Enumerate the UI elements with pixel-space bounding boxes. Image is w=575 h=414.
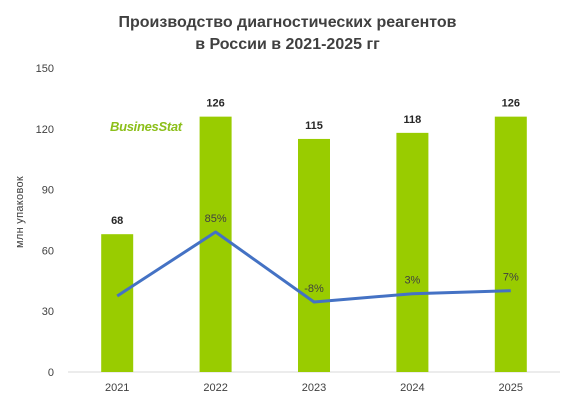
x-tick-label: 2021 xyxy=(105,382,129,394)
bar-value-label: 126 xyxy=(206,98,224,110)
y-tick-label: 0 xyxy=(48,367,54,379)
growth-label: 3% xyxy=(404,275,420,287)
y-tick-label: 60 xyxy=(42,245,54,257)
bar-value-label: 118 xyxy=(404,114,422,126)
logo-text: BusinesStat xyxy=(110,119,182,134)
title-line-2: в России в 2021-2025 гг xyxy=(195,36,380,53)
x-tick-label: 2023 xyxy=(302,382,326,394)
y-tick-label: 150 xyxy=(36,63,54,75)
bar xyxy=(101,234,134,372)
bar xyxy=(199,116,232,372)
bar xyxy=(396,132,429,372)
growth-label: 85% xyxy=(205,213,227,225)
bar xyxy=(298,138,330,372)
y-tick-label: 90 xyxy=(42,185,54,197)
chart-title: Производство диагностических реагентов в… xyxy=(0,12,575,56)
bar xyxy=(494,116,527,372)
growth-label: 7% xyxy=(503,272,519,284)
businesstat-logo: BusinesStat xyxy=(110,118,182,136)
x-tick-label: 2025 xyxy=(499,382,523,394)
y-tick-label: 120 xyxy=(36,124,54,136)
bar-value-label: 68 xyxy=(111,215,123,227)
growth-label: -8% xyxy=(304,283,324,295)
bar-value-label: 115 xyxy=(305,120,323,132)
x-tick-label: 2022 xyxy=(203,382,227,394)
growth-line xyxy=(116,230,511,304)
bar-value-label: 126 xyxy=(502,98,520,110)
x-tick-label: 2024 xyxy=(400,382,424,394)
title-line-1: Производство диагностических реагентов xyxy=(118,14,457,31)
y-tick-label: 30 xyxy=(42,306,54,318)
